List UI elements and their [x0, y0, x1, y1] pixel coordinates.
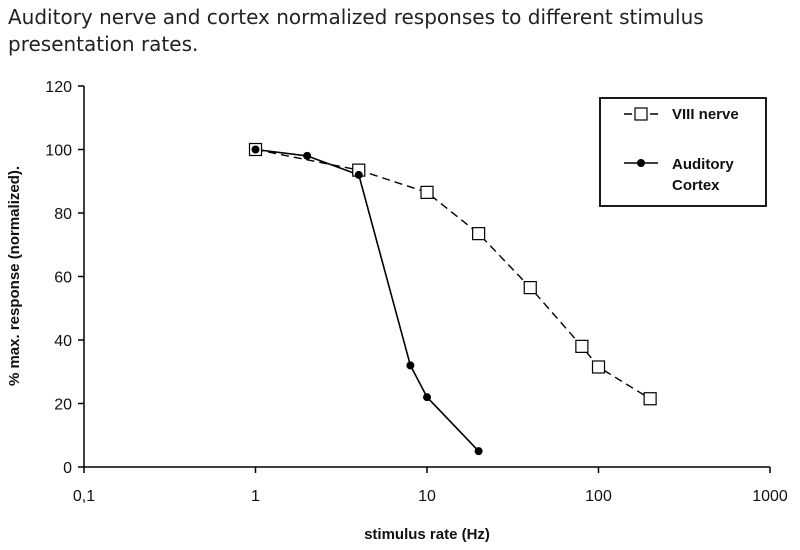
y-tick-label: 120 — [45, 79, 72, 96]
series-1-point — [423, 393, 431, 402]
y-axis-label: % max. response (normalized). — [6, 166, 23, 386]
y-tick-label: 100 — [45, 143, 72, 160]
series-1-point — [354, 170, 363, 179]
series-0-point — [420, 185, 434, 199]
series-1-point — [303, 151, 312, 160]
y-tick-label: 80 — [54, 206, 72, 223]
series-0-point — [591, 360, 606, 374]
series-0-point — [575, 339, 589, 353]
x-tick-label: 1 — [251, 488, 260, 505]
legend-cortex-label-line-1: Auditory — [672, 156, 734, 173]
ticks: 0 20 40 60 80 100 120 0,1 1 10 100 1000 — [45, 79, 788, 505]
series-layer — [248, 142, 657, 456]
x-tick-label: 1000 — [752, 488, 788, 505]
legend-box — [599, 97, 767, 207]
legend-cortex-marker — [637, 159, 645, 167]
x-axis-label: stimulus rate (Hz) — [364, 526, 490, 543]
chart-title: Auditory nerve and cortex normalized res… — [8, 4, 798, 58]
series-0-point — [643, 392, 657, 406]
series-0-point — [472, 227, 486, 241]
legend: VIII nerve Auditory Cortex — [599, 97, 767, 207]
legend-cortex-label-line-2: Cortex — [672, 177, 720, 194]
chart-title-line-2: presentation rates. — [8, 32, 199, 56]
y-tick-label: 0 — [63, 460, 72, 477]
legend-nerve-marker — [634, 107, 648, 121]
series-1-point — [474, 447, 483, 456]
y-tick-label: 60 — [54, 270, 72, 287]
x-tick-label: 10 — [418, 488, 436, 505]
y-tick-label: 20 — [54, 397, 72, 414]
series-0-point — [523, 281, 537, 295]
x-tick-label: 0,1 — [73, 488, 95, 505]
chart-title-line-1: Auditory nerve and cortex normalized res… — [8, 5, 704, 29]
series-1-point — [251, 145, 260, 154]
y-tick-label: 40 — [54, 333, 72, 350]
series-line-0 — [255, 148, 651, 400]
series-1-point — [406, 361, 415, 370]
series-line-1 — [255, 148, 480, 452]
legend-nerve-label: VIII nerve — [672, 106, 739, 123]
x-tick-label: 100 — [585, 488, 612, 505]
